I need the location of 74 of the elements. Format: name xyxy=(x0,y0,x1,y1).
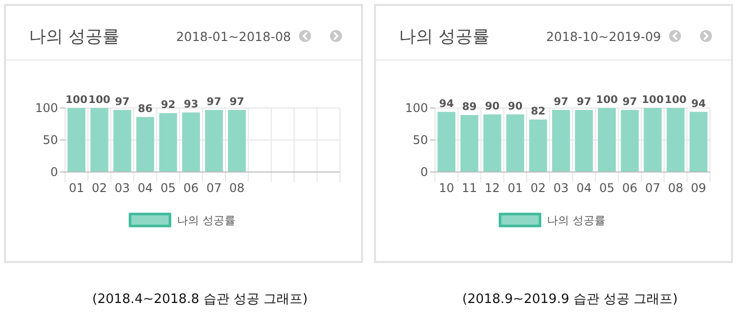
data-label: 86 xyxy=(138,102,153,115)
data-label: 100 xyxy=(65,94,88,106)
x-tick-label: 02 xyxy=(92,181,108,195)
text: (2018.9~2019.9 습관 성공 그래프) xyxy=(462,292,678,307)
data-label: 92 xyxy=(160,99,176,112)
chart-subtitle: 2018-10~2019-09 xyxy=(546,29,662,44)
bar xyxy=(438,112,456,172)
bar xyxy=(575,110,593,172)
data-label: 100 xyxy=(88,94,110,106)
x-tick-label: 12 xyxy=(484,181,500,195)
y-tick-label: 50 xyxy=(42,133,58,148)
data-label: 97 xyxy=(230,96,244,108)
bar xyxy=(205,110,223,172)
data-label: 94 xyxy=(439,98,454,110)
data-label: 97 xyxy=(206,96,222,108)
data-label: 90 xyxy=(508,100,523,112)
data-label: 93 xyxy=(184,98,198,110)
bar xyxy=(666,108,685,172)
x-tick-label: 05 xyxy=(599,181,615,195)
x-tick-label: 03 xyxy=(114,181,130,195)
x-tick-label: 03 xyxy=(553,181,569,195)
data-label: 94 xyxy=(691,98,706,110)
text: 나의 성공률 xyxy=(177,214,236,227)
text: 나의 성공률 xyxy=(547,214,606,227)
bar xyxy=(136,116,154,172)
bar xyxy=(506,114,524,172)
data-label: 97 xyxy=(622,96,638,108)
chart-title: 나의 성공률 xyxy=(29,27,120,47)
data-label: 89 xyxy=(462,101,477,114)
bar xyxy=(483,114,502,172)
chart-subtitle: 2018-01~2018-08 xyxy=(176,29,292,44)
y-tick-label: 0 xyxy=(50,165,58,180)
bar xyxy=(159,113,178,172)
bar xyxy=(598,108,616,172)
x-tick-label: 10 xyxy=(438,181,454,195)
data-label: 100 xyxy=(642,94,664,106)
x-tick-label: 06 xyxy=(183,181,199,195)
y-tick-label: 100 xyxy=(35,101,58,116)
x-tick-label: 08 xyxy=(229,181,245,195)
data-label: 97 xyxy=(554,96,568,108)
bar xyxy=(644,108,662,172)
data-label: 100 xyxy=(664,94,687,106)
x-tick-label: 07 xyxy=(645,181,660,195)
y-tick-label: 0 xyxy=(420,165,428,180)
bar xyxy=(90,108,108,172)
y-tick-label: 100 xyxy=(405,101,428,116)
bar xyxy=(552,110,570,172)
text: (2018.4~2018.8 습관 성공 그래프) xyxy=(92,292,308,307)
data-label: 100 xyxy=(596,94,618,106)
x-tick-label: 07 xyxy=(206,181,222,195)
x-tick-label: 02 xyxy=(530,181,546,195)
bar xyxy=(529,120,548,172)
x-tick-label: 01 xyxy=(508,181,523,195)
x-tick-label: 11 xyxy=(462,181,478,195)
y-tick-label: 50 xyxy=(412,133,428,148)
data-label: 82 xyxy=(530,106,546,118)
bar xyxy=(68,108,86,172)
x-tick-label: 04 xyxy=(138,181,153,195)
bar xyxy=(113,110,132,172)
bar xyxy=(460,115,478,172)
data-label: 97 xyxy=(576,96,592,108)
chart-title: 나의 성공률 xyxy=(399,27,490,47)
x-tick-label: 06 xyxy=(622,181,638,195)
bar xyxy=(228,110,246,172)
bar xyxy=(690,112,708,172)
x-tick-label: 01 xyxy=(68,181,84,195)
x-tick-label: 04 xyxy=(576,181,592,195)
bar xyxy=(182,112,200,172)
x-tick-label: 09 xyxy=(690,181,706,195)
x-tick-label: 08 xyxy=(668,181,684,195)
data-label: 90 xyxy=(484,100,500,112)
x-tick-label: 05 xyxy=(160,181,176,195)
data-label: 97 xyxy=(114,96,130,108)
bar xyxy=(620,110,639,172)
